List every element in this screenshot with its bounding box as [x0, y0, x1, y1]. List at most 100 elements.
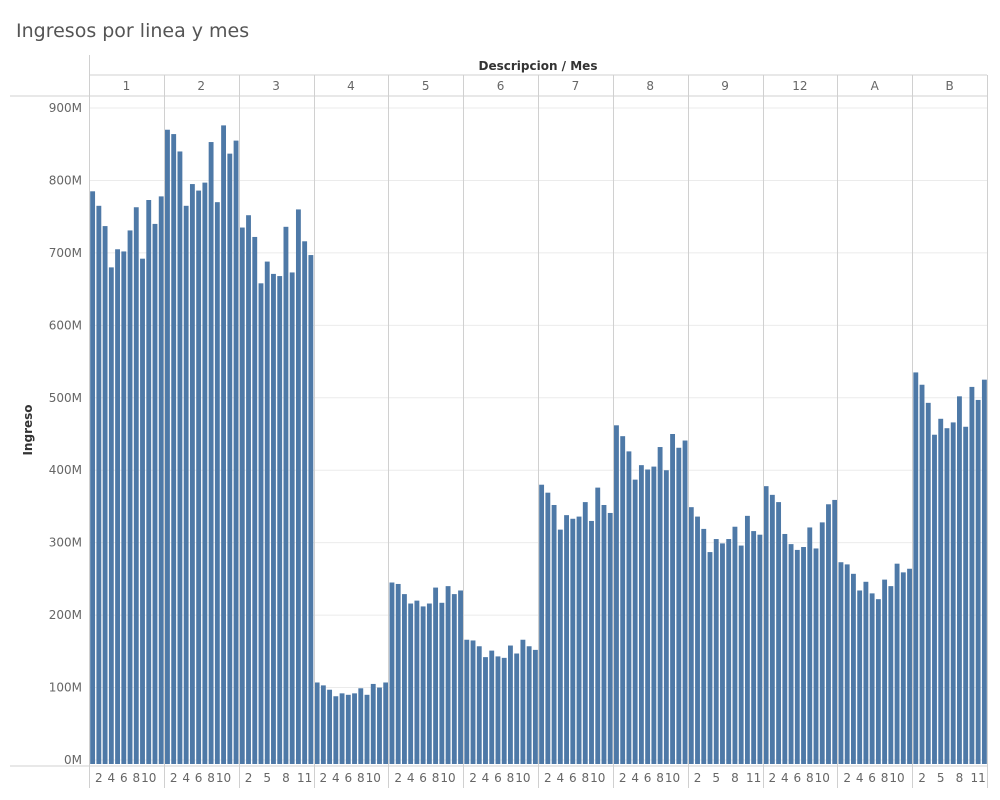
bar [932, 434, 937, 764]
bar [90, 191, 96, 765]
x-tick-label: 2 [245, 771, 253, 785]
x-tick-label: 4 [332, 771, 340, 785]
bar [570, 518, 576, 764]
x-tick-label: 4 [482, 771, 490, 785]
x-tick-label: 10 [366, 771, 381, 785]
group-header-label: 1 [123, 79, 131, 93]
bar [239, 227, 245, 765]
bar [271, 273, 276, 764]
bar [395, 583, 401, 764]
bar [152, 223, 158, 764]
bar [383, 682, 389, 764]
bar [258, 283, 264, 764]
y-tick-label: 300M [49, 536, 82, 550]
bar [645, 469, 651, 764]
bar [688, 507, 694, 764]
x-tick-label: 4 [781, 771, 789, 785]
bar [189, 184, 195, 765]
y-tick-label: 800M [49, 173, 82, 187]
bar [713, 539, 719, 764]
bar [408, 603, 414, 764]
bar [913, 372, 919, 764]
x-tick-label: 8 [207, 771, 215, 785]
bar [744, 515, 750, 764]
bar [146, 200, 152, 764]
x-tick-label: 8 [806, 771, 814, 785]
y-tick-label: 0M [64, 753, 82, 767]
x-tick-label: 4 [856, 771, 864, 785]
bar [582, 502, 588, 764]
x-tick-label: 6 [868, 771, 876, 785]
bar [838, 562, 844, 764]
bars-layer [90, 125, 987, 765]
bar [133, 207, 139, 764]
x-tick-label: 5 [263, 771, 271, 785]
bar [314, 682, 320, 764]
x-tick-label: 8 [581, 771, 589, 785]
bar [670, 434, 676, 764]
bar [102, 226, 108, 764]
bar [794, 549, 800, 764]
x-tick-label: 6 [344, 771, 352, 785]
bar [701, 528, 707, 764]
x-tick-label: 4 [182, 771, 190, 785]
x-tick-label: 4 [407, 771, 415, 785]
bar [401, 594, 407, 764]
x-tick-label: 2 [694, 771, 702, 785]
bar [520, 639, 526, 764]
x-tick-label: 4 [557, 771, 565, 785]
bar [526, 646, 532, 764]
bar [514, 653, 520, 764]
bar [246, 215, 251, 764]
group-header-label: B [945, 79, 953, 93]
column-header-title: Descripcion / Mes [479, 59, 598, 73]
x-tick-label: 2 [544, 771, 552, 785]
bar [557, 529, 563, 764]
bar [183, 205, 189, 765]
bar [501, 657, 507, 764]
bar [177, 151, 183, 764]
bar [888, 586, 894, 764]
bar [96, 205, 102, 765]
y-tick-label: 600M [49, 318, 82, 332]
bar [919, 384, 925, 764]
bar [165, 129, 170, 764]
labels-layer: 0M100M200M300M400M500M600M700M800M900M12… [21, 59, 986, 785]
bar [595, 487, 601, 764]
x-tick-label: 6 [494, 771, 502, 785]
bar [975, 399, 981, 764]
x-tick-label: 8 [656, 771, 664, 785]
bar [476, 646, 482, 764]
x-tick-label: 8 [731, 771, 739, 785]
x-tick-label: 8 [432, 771, 440, 785]
x-tick-label: 11 [746, 771, 761, 785]
y-tick-label: 700M [49, 246, 82, 260]
bar [127, 230, 133, 765]
x-tick-label: 10 [141, 771, 156, 785]
bar [433, 587, 439, 764]
bar [869, 593, 875, 764]
bar [963, 426, 969, 764]
bar [607, 512, 613, 764]
bar [289, 272, 295, 764]
bar [445, 586, 451, 764]
x-tick-label: 11 [297, 771, 312, 785]
group-header-label: 8 [646, 79, 654, 93]
x-tick-label: 10 [889, 771, 904, 785]
bar [663, 470, 669, 764]
bar [907, 568, 912, 764]
bar [620, 436, 626, 764]
bar [738, 545, 744, 764]
bar [227, 153, 233, 764]
bar [470, 640, 476, 764]
bar [576, 516, 582, 764]
bar [813, 548, 819, 764]
group-header-label: 2 [197, 79, 205, 93]
bar [757, 534, 763, 764]
bar [327, 689, 333, 764]
bar [614, 425, 619, 764]
bar [370, 683, 376, 764]
bar [539, 484, 545, 764]
bar [769, 494, 775, 764]
bar [302, 241, 308, 764]
